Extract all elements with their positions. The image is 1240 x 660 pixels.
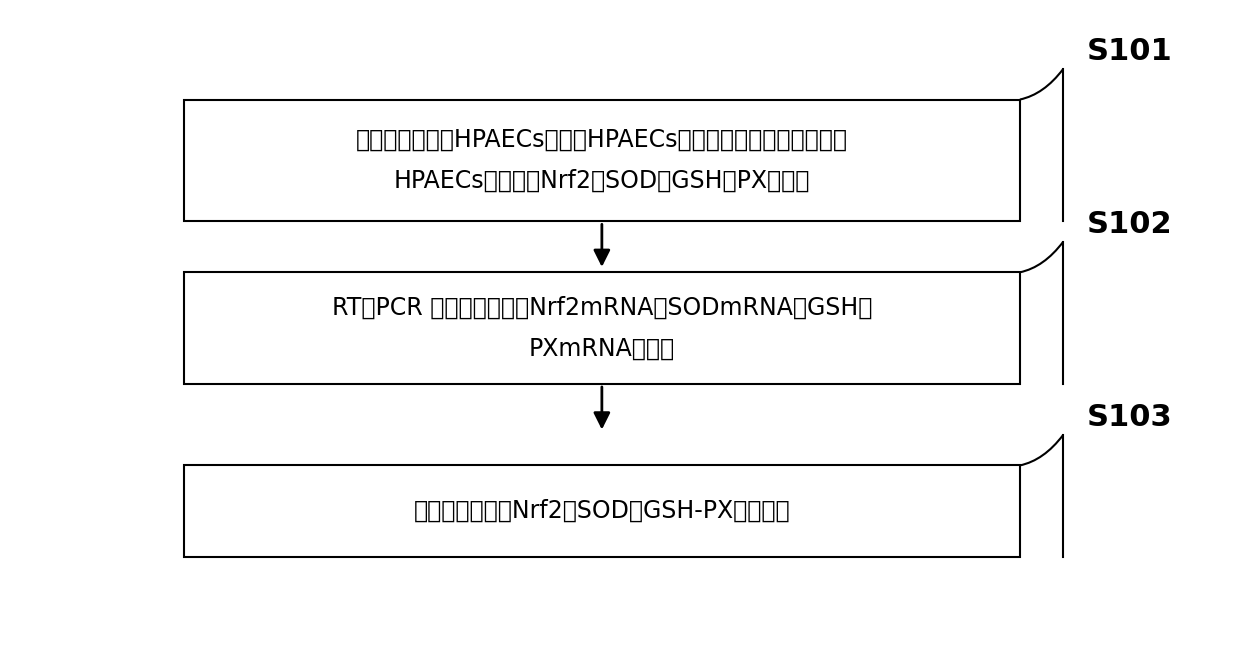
Bar [184,273,1021,384]
Text: RT－PCR 检测内皮细胞、Nrf2mRNA、SODmRNA、GSH－: RT－PCR 检测内皮细胞、Nrf2mRNA、SODmRNA、GSH－ [331,296,872,320]
Text: S102: S102 [1087,211,1173,240]
Text: 采用贴壁法培养HPAECs，建立HPAECs的缺氧模型，测定不同组间: 采用贴壁法培养HPAECs，建立HPAECs的缺氧模型，测定不同组间 [356,128,848,152]
Text: S103: S103 [1087,403,1173,432]
Bar [184,465,1021,557]
Bar [184,100,1021,222]
Text: S101: S101 [1087,38,1173,67]
Text: PXmRNA的表达: PXmRNA的表达 [528,337,675,360]
Text: 免疫印迹法测定Nrf2、SOD、GSH-PX蜗白含量: 免疫印迹法测定Nrf2、SOD、GSH-PX蜗白含量 [414,499,790,523]
Text: HPAECs上清液中Nrf2、SOD、GSH－PX的浓度: HPAECs上清液中Nrf2、SOD、GSH－PX的浓度 [393,169,810,193]
